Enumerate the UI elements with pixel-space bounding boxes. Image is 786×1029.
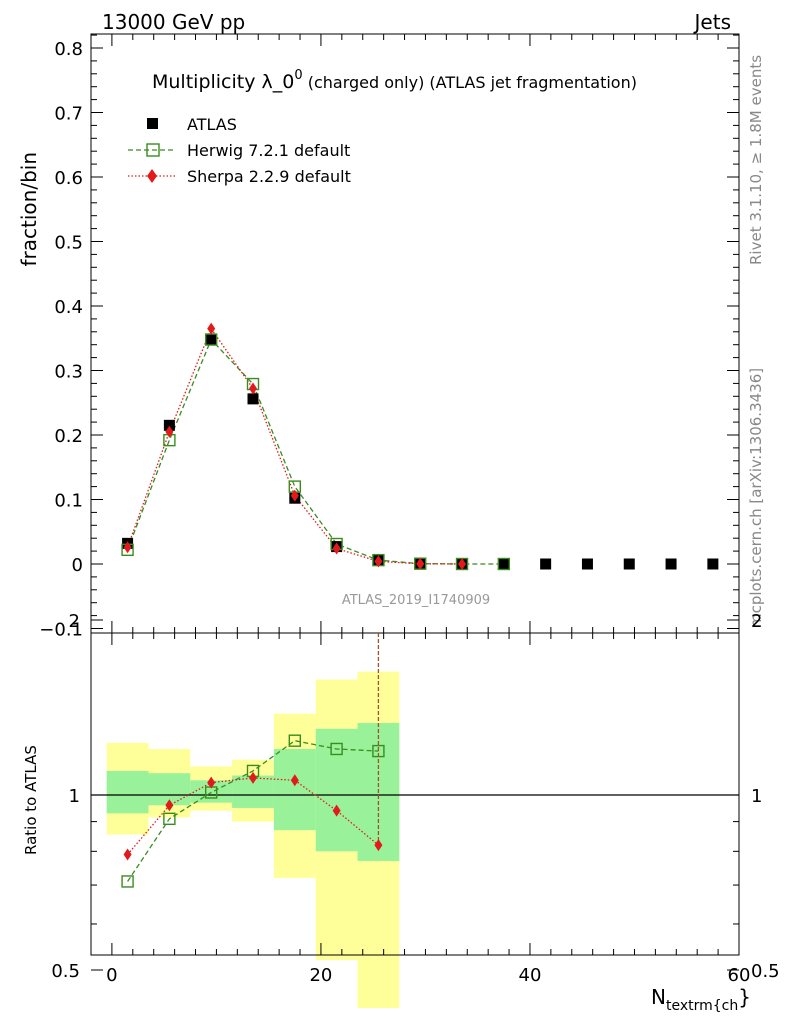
atlas-point (540, 558, 552, 570)
sherpa-point (416, 557, 425, 570)
header-jets: Jets (693, 10, 731, 34)
ratio-frame (90, 632, 740, 956)
sherpa-point (374, 555, 383, 568)
plot-title-rest: (charged only) (ATLAS jet fragmentation) (303, 73, 637, 92)
analysis-id: ATLAS_2019_I1740909 (342, 593, 490, 608)
ratio-herwig-point (330, 742, 343, 756)
rivet-version: Rivet 3.1.10, ≥ 1.8M events (747, 55, 765, 265)
legend: ATLAS Herwig 7.2.1 default Sherpa 2.2.9 … (128, 115, 351, 186)
ratio-y-tick-label: 2 (69, 611, 80, 632)
main-ylabel: fraction/bin (17, 152, 41, 267)
ratio-sherpa-point (249, 771, 257, 784)
y-tick-label: 0.1 (54, 491, 83, 512)
ratio-y-tick-label: 1 (69, 786, 80, 807)
atlas-point (707, 558, 719, 570)
atlas-point (665, 558, 677, 570)
atlas-point (623, 558, 635, 570)
x-label-brace: } (738, 985, 751, 1009)
ratio-ylabel: Ratio to ATLAS (22, 745, 40, 855)
plot-title-sup: 0 (294, 68, 302, 83)
y-tick-label: 0.6 (54, 168, 83, 189)
ratio-y-tick-label-right: 2 (751, 611, 762, 632)
ratio-sherpa-point (332, 804, 341, 817)
ratio-band-green-2 (190, 780, 233, 803)
mcplots-credit: mcplots.cern.ch [arXiv:1306.3436] (747, 368, 765, 628)
ratio-sherpa-point (165, 799, 174, 812)
ratio-y-tick-label-right: 1 (751, 786, 762, 807)
ratio-sherpa-point (207, 776, 216, 789)
x-label-sub: textrm{ch (666, 998, 738, 1014)
ratio-band-green-4 (273, 748, 316, 831)
legend-herwig-marker (146, 143, 160, 157)
sherpa-point (249, 382, 257, 395)
plot-title: Multiplicity λ_00 (charged only) (ATLAS … (152, 68, 637, 93)
y-tick-label: 0.7 (54, 104, 83, 125)
ratio-sherpa-point (290, 774, 299, 787)
legend-atlas-marker (147, 118, 158, 129)
ratio-herwig-point (288, 734, 302, 747)
ratio-y-tick-label: 0.5 (51, 961, 80, 982)
sherpa-point (290, 489, 299, 502)
ratio-herwig-line (127, 739, 379, 882)
y-tick-label: 0.2 (54, 426, 83, 447)
ratio-sherpa-point (374, 839, 383, 852)
atlas-point (581, 558, 593, 570)
sherpa-point (458, 558, 467, 570)
x-tick-label: 20 (309, 965, 332, 986)
atlas-point (205, 334, 217, 346)
x-tick-label: 60 (728, 965, 751, 986)
herwig-line (126, 338, 504, 565)
x-tick-label: 0 (106, 965, 117, 986)
sherpa-point (207, 322, 216, 335)
sherpa-point (123, 541, 132, 554)
y-tick-label: 0.8 (54, 39, 83, 60)
x-tick-label: 40 (519, 965, 542, 986)
atlas-point (247, 393, 259, 405)
sherpa-point (165, 425, 174, 438)
x-label-main: N (651, 985, 666, 1009)
sherpa-line (126, 327, 463, 565)
ratio-herwig-point (121, 875, 134, 888)
ratio-sherpa-point (123, 848, 132, 861)
atlas-point (498, 558, 510, 570)
ratio-band-green-0 (106, 770, 149, 814)
y-tick-label: −0.1 (39, 620, 83, 641)
legend-atlas-label: ATLAS (187, 115, 237, 134)
legend-sherpa-label: Sherpa 2.2.9 default (187, 167, 351, 186)
herwig-point (497, 557, 511, 571)
ratio-herwig-point (163, 812, 176, 826)
y-tick-label: 0.4 (54, 297, 83, 318)
sherpa-point (332, 542, 341, 555)
ratio-band-green-5 (315, 728, 358, 852)
y-tick-label: 0.5 (54, 233, 83, 254)
ratio-herwig-point (372, 744, 385, 758)
atlas-point (163, 419, 175, 431)
legend-sherpa-marker (147, 169, 157, 183)
x-axis-label: Ntextrm{ch} (651, 985, 751, 1014)
legend-herwig-label: Herwig 7.2.1 default (187, 141, 350, 160)
y-tick-label: 0 (72, 555, 83, 576)
y-tick-label: 0.3 (54, 362, 83, 383)
plot-title-main: Multiplicity λ_0 (152, 71, 294, 93)
header-energy: 13000 GeV pp (102, 10, 245, 34)
ratio-y-tick-label-right: 0.5 (751, 961, 780, 982)
